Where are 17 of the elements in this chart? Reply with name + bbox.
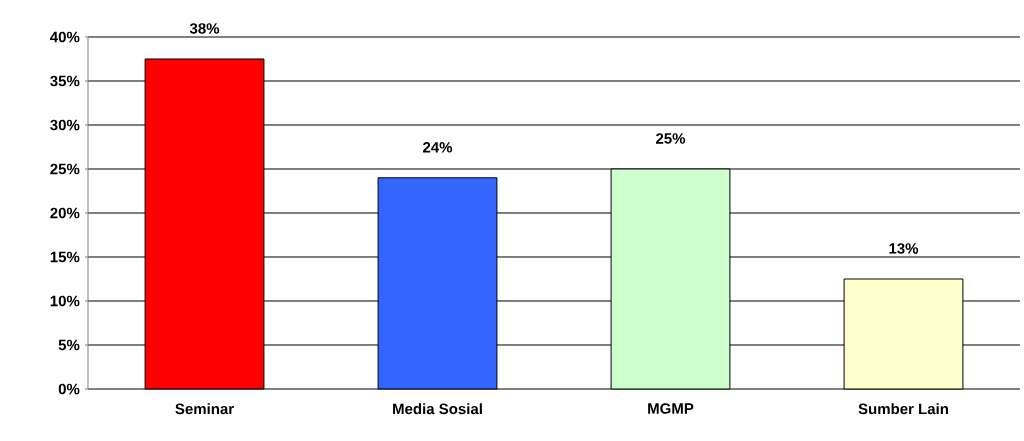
y-tick-label: 20% (50, 207, 80, 219)
data-label: 25% (656, 133, 686, 144)
data-label: 24% (423, 142, 453, 153)
y-tick-label: 5% (58, 339, 80, 351)
x-tick-label: Seminar (175, 403, 234, 415)
x-tick-label: MGMP (648, 403, 694, 414)
y-tick-label: 40% (50, 31, 80, 43)
y-tick-label: 10% (50, 295, 80, 307)
y-tick-label: 35% (50, 75, 80, 87)
data-label: 38% (189, 23, 220, 34)
data-label: 13% (889, 243, 919, 254)
y-tick-label: 30% (50, 119, 80, 131)
x-tick-label: Sumber Lain (858, 403, 948, 415)
y-tick-label: 25% (50, 163, 80, 175)
x-tick-label: Media Sosial (393, 403, 482, 415)
y-tick-label: 0% (58, 383, 80, 395)
y-tick-label: 15% (50, 251, 80, 263)
